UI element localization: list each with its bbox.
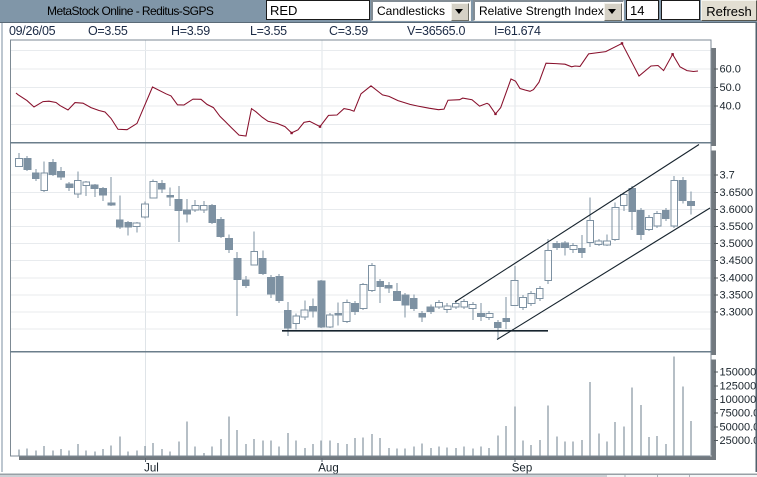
svg-text:3.6000: 3.6000	[720, 204, 754, 216]
svg-text:60.0: 60.0	[720, 64, 741, 76]
svg-text:3.6500: 3.6500	[720, 187, 754, 199]
svg-text:50000.0: 50000.0	[720, 421, 757, 433]
svg-text:3.3000: 3.3000	[720, 307, 754, 319]
svg-text:100000.: 100000.	[720, 394, 757, 406]
svg-text:150000.: 150000.	[720, 367, 757, 379]
svg-text:3.7: 3.7	[720, 170, 735, 182]
svg-text:40.0: 40.0	[720, 101, 741, 113]
svg-text:3.4500: 3.4500	[720, 255, 754, 267]
svg-text:Sep: Sep	[512, 463, 532, 475]
svg-text:25000.0: 25000.0	[720, 435, 757, 447]
svg-text:3.5500: 3.5500	[720, 221, 754, 233]
svg-text:3.4000: 3.4000	[720, 272, 754, 284]
svg-text:Aug: Aug	[318, 463, 338, 475]
svg-text:50.0: 50.0	[720, 82, 741, 94]
svg-text:Jul: Jul	[144, 463, 159, 475]
svg-text:125000.: 125000.	[720, 380, 757, 392]
svg-text:3.3500: 3.3500	[720, 289, 754, 301]
svg-text:75000.0: 75000.0	[720, 408, 757, 420]
svg-text:3.5000: 3.5000	[720, 238, 754, 250]
